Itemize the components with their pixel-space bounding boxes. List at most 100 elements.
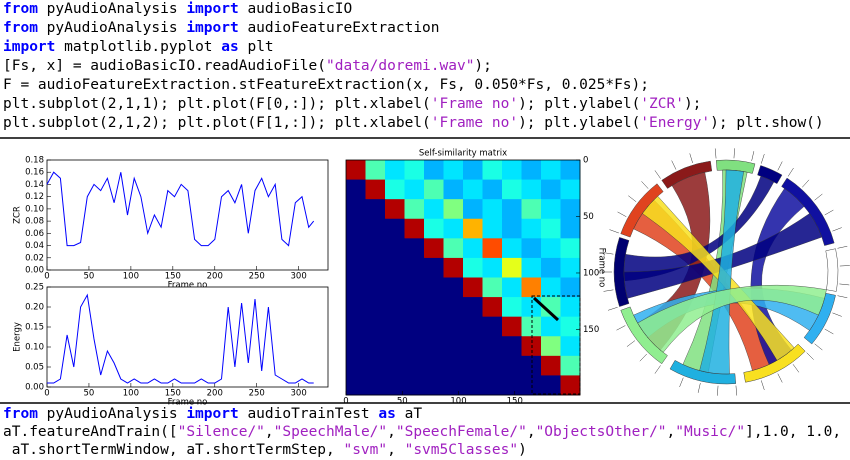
- heatmap-cell: [521, 355, 542, 376]
- heatmap-cell: [560, 355, 581, 376]
- heatmap-cell: [424, 218, 444, 239]
- heatmap-cell: [346, 238, 366, 259]
- heatmap-cell: [541, 218, 561, 239]
- code-block: from pyAudioAnalysis import audioBasicIO…: [3, 0, 850, 133]
- heatmap-cell: [404, 257, 425, 278]
- chord-tick: [832, 312, 842, 317]
- heatmap-cell: [521, 218, 542, 239]
- heatmap-cell: [541, 277, 561, 298]
- heatmap-cell: [365, 297, 386, 318]
- heatmap-cell: [365, 257, 386, 278]
- heatmap-cell: [482, 277, 503, 298]
- heatmap-cell: [502, 199, 522, 220]
- chord-tick: [689, 153, 693, 164]
- heatmap-cell: [502, 218, 522, 239]
- y-tick-label: 150: [583, 325, 599, 335]
- chord-tick: [679, 377, 684, 388]
- heatmap-cell: [521, 375, 542, 396]
- code-line: from pyAudioAnalysis import audioTrainTe…: [3, 406, 423, 422]
- heatmap-cell: [385, 179, 405, 200]
- chord-tick: [777, 373, 783, 383]
- heatmap-cell: [521, 199, 542, 220]
- code-line: aT.featureAndTrain(["Silence/","SpeechMa…: [3, 424, 842, 440]
- heatmap-cell: [346, 257, 366, 278]
- chord-ribbon: [699, 169, 744, 375]
- code-line: from pyAudioAnalysis import audioBasicIO: [3, 1, 353, 17]
- heatmap-cell: [346, 160, 366, 180]
- y-axis-label: ZCR: [13, 206, 23, 224]
- y-tick-label: 0.16: [25, 168, 44, 178]
- chord-tick: [639, 353, 647, 362]
- heatmap-cell: [463, 277, 483, 298]
- heatmap-cell: [385, 257, 405, 278]
- heatmap-cell: [424, 375, 444, 396]
- y-tick-label: 0.20: [25, 303, 44, 313]
- heatmap-cell: [443, 160, 464, 180]
- chord-tick: [671, 160, 677, 170]
- heatmap-cell: [482, 199, 503, 220]
- heatmap-cell: [346, 277, 366, 298]
- heatmap-cell: [541, 355, 561, 376]
- y-tick-label: 50: [583, 212, 594, 222]
- heatmap-cell: [560, 277, 581, 298]
- chord-tick: [824, 328, 834, 335]
- heatmap-cell: [443, 336, 464, 357]
- heatmap-cell: [404, 277, 425, 298]
- heatmap-cell: [346, 218, 366, 239]
- chord-tick: [760, 153, 765, 164]
- x-axis-label: Frame no: [168, 398, 208, 408]
- heatmap-cell: [443, 179, 464, 200]
- chord-tick: [607, 306, 618, 311]
- heatmap-cell: [443, 218, 464, 239]
- y-axis-label: Energy: [13, 322, 23, 352]
- heatmap-cell: [541, 375, 561, 396]
- chord-tick: [806, 352, 814, 360]
- heatmap-cell: [463, 297, 483, 318]
- y-tick-label: 0.04: [25, 241, 44, 251]
- heatmap-cell: [404, 218, 425, 239]
- heatmap-cell: [502, 316, 522, 337]
- chord-tick: [654, 365, 661, 374]
- heatmap-cell: [424, 238, 444, 259]
- heatmap-cell: [482, 218, 503, 239]
- chord-tick: [714, 148, 717, 159]
- heatmap-cell: [424, 277, 444, 298]
- heatmap-cell: [385, 375, 405, 396]
- heatmap-cell: [365, 238, 386, 259]
- y-tick-label: 0.05: [25, 363, 44, 373]
- heatmap-cell: [541, 316, 561, 337]
- chord-tick: [617, 211, 627, 217]
- heatmap-cell: [346, 297, 366, 318]
- heatmap-cell: [463, 218, 483, 239]
- heatmap-cell: [502, 238, 522, 259]
- heatmap-cell: [463, 238, 483, 259]
- chord-arc: [825, 248, 839, 292]
- x-tick-label: 100: [123, 272, 139, 282]
- heatmap-cell: [560, 316, 581, 337]
- heatmap-cell: [365, 355, 386, 376]
- heatmap-cell: [443, 375, 464, 396]
- heatmap-cell: [443, 257, 464, 278]
- heatmap-cell: [502, 277, 522, 298]
- annotation-box: [531, 295, 581, 395]
- line-series: [46, 171, 315, 247]
- y-axis-label: Frame no: [597, 248, 607, 288]
- code-line: F = audioFeatureExtraction.stFeatureExtr…: [3, 77, 650, 93]
- x-tick-label: 200: [207, 272, 223, 282]
- plot-frame: [345, 159, 581, 396]
- x-tick-label: 150: [507, 397, 523, 407]
- heatmap-cell: [521, 179, 542, 200]
- heatmap-cell: [404, 179, 425, 200]
- heatmap-cell: [502, 336, 522, 357]
- chord-arc: [715, 159, 756, 174]
- code-line: plt.subplot(2,1,2); plt.plot(F[1,:]); pl…: [3, 115, 824, 131]
- heatmap-cell: [463, 199, 483, 220]
- heatmap-cell: [365, 218, 386, 239]
- y-tick-label: 0.25: [25, 283, 44, 293]
- chord-tick: [717, 385, 719, 396]
- y-tick-label: 0.12: [25, 192, 44, 202]
- heatmap-cell: [482, 238, 503, 259]
- heatmap-cell: [404, 336, 425, 357]
- heatmap-cell: [385, 238, 405, 259]
